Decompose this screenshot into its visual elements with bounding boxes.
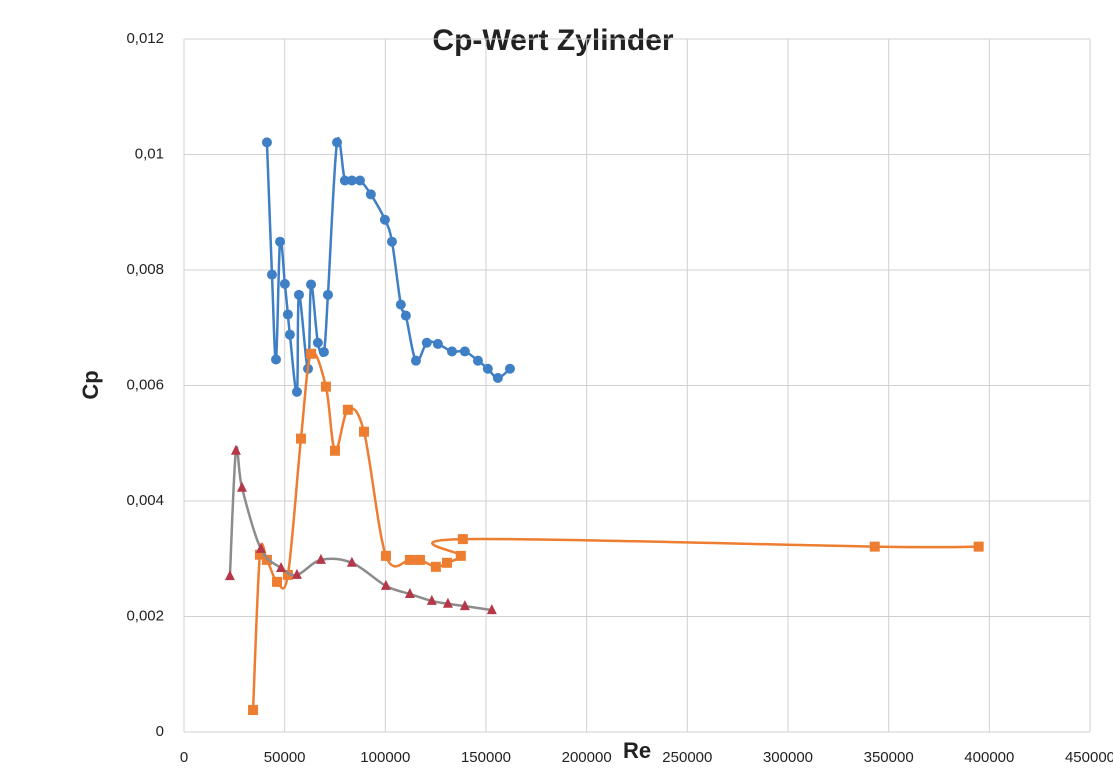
point <box>272 576 283 587</box>
point <box>504 363 515 374</box>
point <box>306 279 317 290</box>
y-tick-label: 0,012 <box>126 30 164 47</box>
point <box>459 346 470 357</box>
x-tick-label: 400000 <box>964 749 1014 766</box>
point <box>275 236 286 247</box>
point <box>354 175 365 186</box>
point <box>295 433 306 444</box>
point <box>380 550 391 561</box>
point <box>358 426 369 437</box>
y-axis-label: Cp <box>78 370 103 399</box>
point <box>432 338 443 349</box>
x-tick-label: 50000 <box>264 749 306 766</box>
series-line <box>251 350 979 711</box>
point <box>261 554 272 565</box>
point <box>248 705 259 716</box>
point <box>306 348 317 359</box>
series-line <box>228 446 493 612</box>
y-tick-label: 0,004 <box>126 492 164 509</box>
x-tick-label: 100000 <box>360 749 410 766</box>
point <box>441 557 452 568</box>
point <box>380 579 391 590</box>
point <box>320 381 331 392</box>
x-axis-label: Re <box>623 738 651 763</box>
point <box>346 556 357 567</box>
point <box>279 278 290 289</box>
x-tick-label: 350000 <box>864 749 914 766</box>
point <box>457 534 468 545</box>
point <box>421 337 432 348</box>
point <box>446 346 457 357</box>
x-tick-label: 300000 <box>763 749 813 766</box>
point <box>291 386 302 397</box>
point <box>492 372 503 383</box>
point <box>482 363 493 374</box>
point <box>410 355 421 366</box>
chart-title: Cp-Wert Zylinder <box>432 24 673 57</box>
point <box>284 329 295 340</box>
point <box>255 542 266 553</box>
point <box>426 594 437 605</box>
point <box>472 355 483 366</box>
point <box>404 587 415 598</box>
point <box>342 404 353 415</box>
x-tick-label: 450000 <box>1065 749 1113 766</box>
y-tick-label: 0,002 <box>126 607 164 624</box>
point <box>430 561 441 572</box>
point <box>414 554 425 565</box>
point <box>315 553 326 564</box>
point <box>404 554 415 565</box>
point <box>236 481 247 492</box>
y-tick-label: 0,006 <box>126 376 164 393</box>
point <box>455 550 466 561</box>
point <box>365 189 376 200</box>
point <box>282 309 293 320</box>
point <box>312 337 323 348</box>
x-tick-label: 200000 <box>562 749 612 766</box>
y-tick-label: 0,008 <box>126 261 164 278</box>
point <box>318 347 329 358</box>
y-tick-label: 0,01 <box>135 145 164 162</box>
point <box>459 600 470 611</box>
point <box>230 444 241 455</box>
point <box>261 137 272 148</box>
point <box>276 561 287 572</box>
point <box>291 568 302 579</box>
point <box>322 289 333 300</box>
point <box>869 541 880 552</box>
point <box>339 175 350 186</box>
point <box>379 214 390 225</box>
point <box>400 310 411 321</box>
point <box>346 175 357 186</box>
point <box>486 604 497 615</box>
point <box>442 597 453 608</box>
point <box>282 569 293 580</box>
x-tick-label: 150000 <box>461 749 511 766</box>
point <box>332 137 343 148</box>
point <box>254 549 265 560</box>
x-tick-label: 250000 <box>662 749 712 766</box>
point <box>271 354 282 365</box>
point <box>395 299 406 310</box>
point <box>266 269 277 280</box>
series-line <box>265 137 511 394</box>
point <box>330 445 340 456</box>
point <box>386 236 397 247</box>
x-tick-label: 0 <box>180 749 188 766</box>
point <box>973 541 984 552</box>
y-tick-label: 0 <box>156 723 164 740</box>
point <box>293 289 304 300</box>
point <box>224 570 235 581</box>
